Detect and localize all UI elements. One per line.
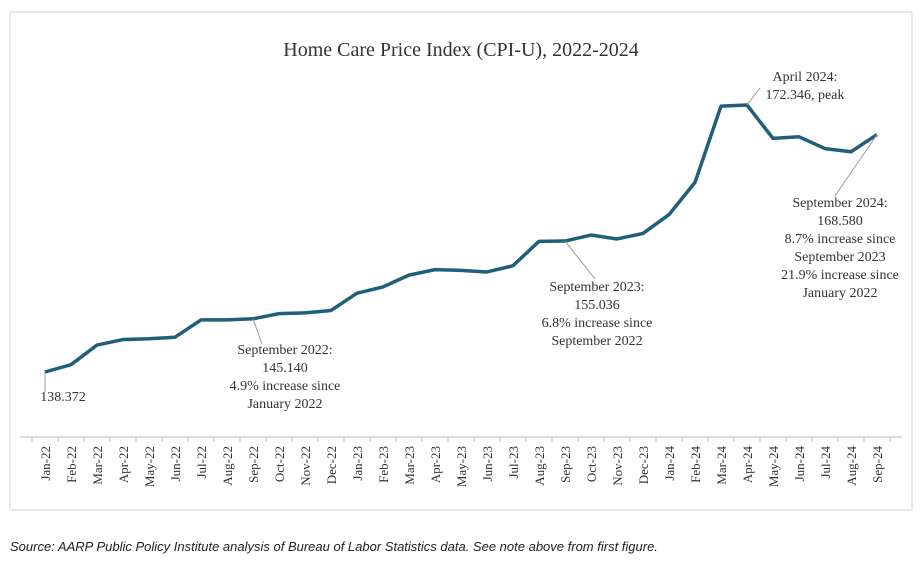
annotation-text: 8.7% increase since (785, 232, 896, 247)
x-tick-label: Apr-23 (428, 446, 443, 483)
x-tick-label: Oct-22 (272, 446, 287, 482)
annotation-leader (746, 87, 761, 106)
annotation-text: January 2022 (802, 286, 877, 301)
annotation-text: 138.372 (40, 390, 86, 405)
x-tick-label: Mar-23 (402, 446, 417, 485)
annotation-text: September 2022: (237, 343, 332, 358)
annotation-text: September 2023: (549, 280, 644, 295)
x-tick-label: Dec-22 (324, 446, 339, 484)
annotation-leader (834, 134, 878, 197)
chart-frame (9, 11, 913, 511)
x-tick-label: Jun-24 (792, 446, 807, 482)
x-tick-label: Mar-22 (90, 446, 105, 485)
x-tick-label: Aug-24 (844, 446, 859, 486)
annotation-text: January 2022 (247, 397, 322, 412)
x-tick-label: Feb-24 (688, 446, 703, 483)
annotation-text: 172.346, peak (766, 88, 845, 103)
chart-title: Home Care Price Index (CPI-U), 2022-2024 (283, 39, 638, 61)
x-tick-label: Jun-23 (480, 446, 495, 481)
x-tick-label: Jan-23 (350, 446, 365, 481)
annotation-text: 6.8% increase since (542, 316, 653, 331)
x-tick-label: Feb-23 (376, 446, 391, 483)
line-series (44, 103, 878, 374)
x-tick-label: Feb-22 (64, 446, 79, 483)
annotation-text: 145.140 (262, 361, 308, 376)
x-tick-label: May-22 (142, 446, 157, 487)
annotation-text: 168.580 (817, 214, 863, 229)
annotation-text: September 2022 (551, 334, 642, 349)
x-tick-label: May-23 (454, 446, 469, 487)
x-tick-label: Aug-23 (532, 446, 547, 486)
x-tick-label: Jan-22 (38, 446, 53, 481)
annotation-text: 21.9% increase since (781, 268, 899, 283)
x-tick-label: Apr-24 (740, 446, 755, 484)
annotation-text: September 2024: (792, 196, 887, 211)
annotation-text: September 2023 (794, 250, 885, 265)
x-tick-label: Jul-22 (194, 446, 209, 479)
annotation-text: April 2024: (773, 70, 838, 85)
annotation-text: 155.036 (574, 298, 620, 313)
x-tick-label: Sep-23 (558, 446, 573, 483)
x-tick-label: Jul-23 (506, 446, 521, 479)
annotation-leader (564, 240, 596, 280)
x-tick-label: Nov-22 (298, 446, 313, 486)
x-tick-label: Jul-24 (818, 446, 833, 479)
x-tick-label: Jun-22 (168, 446, 183, 481)
x-tick-label: Jan-24 (662, 446, 677, 481)
annotation-leader (252, 318, 263, 345)
x-tick-label: Sep-24 (870, 446, 885, 483)
x-tick-label: Apr-22 (116, 446, 131, 483)
x-tick-label: Oct-23 (584, 446, 599, 482)
x-tick-label: Aug-22 (220, 446, 235, 486)
x-tick-label: Nov-23 (610, 446, 625, 486)
x-tick-label: May-24 (766, 446, 781, 488)
x-tick-label: Dec-23 (636, 446, 651, 484)
annotation-text: 4.9% increase since (230, 379, 341, 394)
x-tick-label: Sep-22 (246, 446, 261, 483)
source-note: Source: AARP Public Policy Institute ana… (10, 539, 658, 554)
x-tick-label: Mar-24 (714, 446, 729, 485)
